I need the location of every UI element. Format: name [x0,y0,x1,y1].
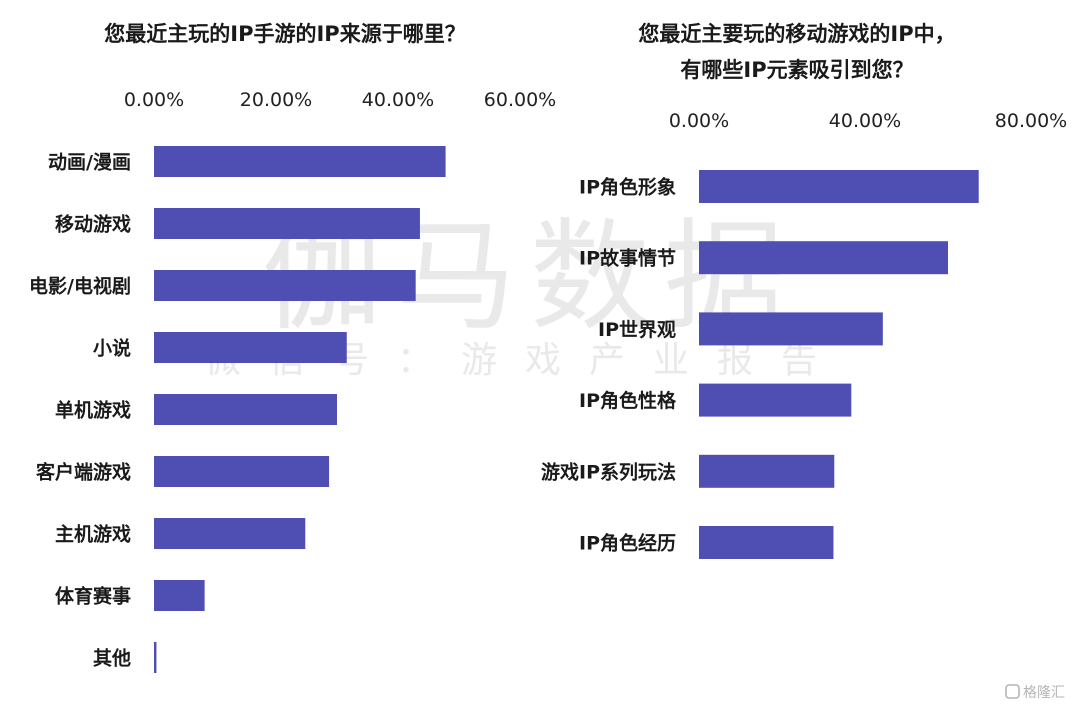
left-chart: 您最近主玩的IP手游的IP来源于哪里？ 0.00% 20.00% 40.00% 60.… [29,22,556,673]
left-category-label: 移动游戏 [55,213,131,236]
right-category-label: IP角色经历 [579,532,676,555]
right-x-axis: 0.00% 40.00% 80.00% [669,110,1067,132]
left-category-label: 体育赛事 [55,585,131,608]
right-category-label: 游戏IP系列玩法 [541,460,676,483]
left-category-label: 小说 [93,337,131,360]
left-bar [154,518,306,549]
left-bar [154,580,205,611]
left-tick-label: 20.00% [240,89,312,111]
right-chart: 您最近主要玩的移动游戏的IP中， 有哪些IP元素吸引到您？ 0.00% 40.00… [541,22,1067,559]
corner-logo: 格隆汇 [1005,684,1065,701]
left-tick-label: 60.00% [484,89,556,111]
left-bars [154,146,446,673]
right-category-label: IP世界观 [598,319,676,341]
left-bar [154,208,420,239]
left-chart-title: 您最近主玩的IP手游的IP来源于哪里？ [104,22,465,46]
left-category-label: 主机游戏 [55,523,131,546]
left-bar [154,146,446,177]
left-category-label: 其他 [93,647,131,670]
left-bar [154,332,347,363]
corner-logo-icon [1005,684,1020,699]
left-bar [154,270,416,301]
left-tick-label: 0.00% [124,89,184,111]
left-category-label: 电影/电视剧 [29,275,131,298]
left-bar [154,642,157,673]
right-category-label: IP故事情节 [579,247,676,270]
right-bar [699,312,883,346]
right-tick-label: 40.00% [829,110,901,132]
left-x-axis: 0.00% 20.00% 40.00% 60.00% [124,89,556,111]
left-bar [154,456,330,487]
left-tick-label: 40.00% [362,89,434,111]
right-tick-label: 80.00% [995,110,1067,132]
corner-logo-text: 格隆汇 [1023,685,1065,701]
right-bar [699,170,979,203]
right-chart-title-line-1: 您最近主要玩的移动游戏的IP中， [638,22,955,46]
right-category-label: IP角色性格 [579,389,677,412]
left-category-label: 动画/漫画 [48,152,131,174]
left-bar [154,394,337,425]
right-bars [699,170,979,559]
right-bar [699,526,834,559]
right-bar [699,454,835,488]
left-category-label: 单机游戏 [55,399,131,422]
left-category-label: 客户端游戏 [36,461,131,484]
right-bar [699,241,948,275]
right-bar [699,383,852,417]
right-tick-label: 0.00% [669,110,729,132]
right-chart-title-line-2: 有哪些IP元素吸引到您？ [680,58,913,82]
right-category-label: IP角色形象 [579,176,676,199]
